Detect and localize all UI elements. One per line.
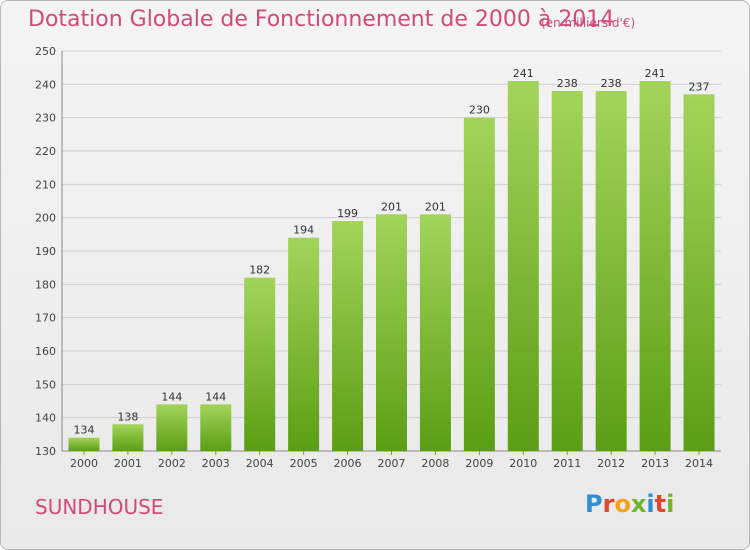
x-tick-label: 2003 [202,457,230,470]
bar-2011 [551,91,583,451]
bar-2007 [376,214,407,451]
x-tick-label: 2007 [378,457,406,470]
proxiti-logo[interactable]: Proxiti [585,490,674,518]
data-label: 199 [337,207,358,220]
x-tick-label: 2014 [685,457,713,470]
y-tick-label: 230 [35,112,56,125]
bar-2012 [595,91,627,451]
x-tick-label: 2005 [290,457,318,470]
y-tick-label: 190 [35,245,56,258]
data-label: 201 [381,200,402,213]
bar-2013 [639,81,671,451]
x-tick-label: 2000 [70,457,98,470]
y-tick-label: 170 [35,312,56,325]
y-tick-label: 210 [35,178,56,191]
data-label: 241 [645,67,666,80]
x-tick-label: 2004 [246,457,274,470]
bars [68,81,715,452]
tick-labels: 130 140 150 160 170 180 190 200 210 220 230 240 250 2… [35,45,713,470]
data-label: 238 [601,77,622,90]
data-label: 182 [249,264,270,277]
x-tick-label: 2013 [641,457,669,470]
data-label: 138 [117,410,138,423]
x-tick-label: 2002 [158,457,186,470]
x-tick-label: 2006 [334,457,362,470]
logo-letter: i [646,490,655,518]
data-label: 194 [293,224,314,237]
logo-letter: t [654,490,667,518]
bar-2005 [288,237,320,451]
logo-letter: o [614,490,631,518]
y-tick-label: 200 [35,212,56,225]
bar-2014 [683,94,715,451]
x-tick-label: 2012 [597,457,625,470]
bar-2001 [112,424,144,451]
x-tick-label: 2011 [553,457,581,470]
y-tick-label: 240 [35,78,56,91]
bar-2006 [332,221,364,451]
bar-2002 [156,404,188,451]
y-tick-label: 140 [35,412,56,425]
bar-2003 [200,404,232,451]
chart-title: Dotation Globale de Fonctionnement de 20… [28,7,615,32]
chart-unit: (en milliers d'€) [541,16,636,30]
y-tick-label: 250 [35,45,56,58]
bar-2004 [244,277,276,451]
city-name: SUNDHOUSE [35,495,164,519]
x-tick-label: 2001 [114,457,142,470]
bar-2000 [68,437,100,451]
data-label: 134 [73,424,94,437]
y-tick-label: 160 [35,345,56,358]
bar-2010 [507,81,539,451]
x-tick-label: 2010 [509,457,537,470]
data-labels: 134 138 144 144 182 194 199 201 201 230 241 238 238 2… [73,67,709,437]
data-label: 144 [205,390,226,403]
x-tick-label: 2009 [465,457,493,470]
data-label: 230 [469,104,490,117]
x-tick-label: 2008 [421,457,449,470]
y-tick-label: 180 [35,278,56,291]
y-tick-label: 150 [35,378,56,391]
logo-letter: P [585,490,603,518]
y-tick-label: 130 [35,445,56,458]
data-label: 144 [161,390,182,403]
logo-letter: r [602,490,615,518]
logo-letter: x [630,490,647,518]
bar-2008 [419,214,451,451]
data-label: 238 [557,77,578,90]
data-label: 201 [425,200,446,213]
bar-2009 [463,117,495,452]
data-label: 237 [689,80,710,93]
data-label: 241 [513,67,534,80]
y-tick-label: 220 [35,145,56,158]
logo-letter: i [666,490,675,518]
